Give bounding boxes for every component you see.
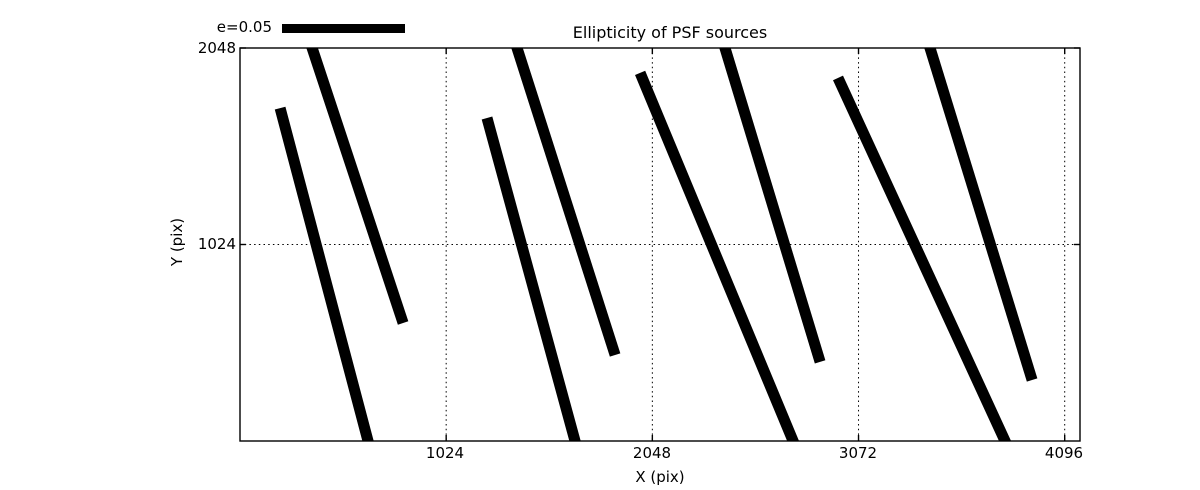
whisker-line — [306, 48, 409, 325]
quiver-key-label: e=0.05 — [216, 18, 272, 36]
whisker-line — [833, 75, 1012, 441]
whisker-line — [274, 106, 374, 441]
x-axis-label: X (pix) — [635, 468, 685, 486]
quiver-key-bar — [282, 24, 405, 33]
whiskers — [274, 48, 1038, 441]
y-tick-label-2048: 2048 — [197, 39, 236, 57]
whisker-line — [635, 70, 800, 441]
x-tick-label-4096: 4096 — [1044, 444, 1084, 462]
y-axis-label: Y (pix) — [168, 217, 186, 267]
axes-frame — [239, 47, 1081, 442]
chart-title: Ellipticity of PSF sources — [572, 23, 768, 42]
whisker-line — [481, 116, 581, 441]
whisker-line — [924, 48, 1038, 382]
x-tick-label-3072: 3072 — [838, 444, 878, 462]
x-tick-label-2048: 2048 — [632, 444, 672, 462]
whisker-line — [511, 48, 621, 357]
whisker-line — [719, 48, 826, 364]
y-tick-label-1024: 1024 — [197, 235, 236, 253]
x-tick-label-1024: 1024 — [425, 444, 465, 462]
